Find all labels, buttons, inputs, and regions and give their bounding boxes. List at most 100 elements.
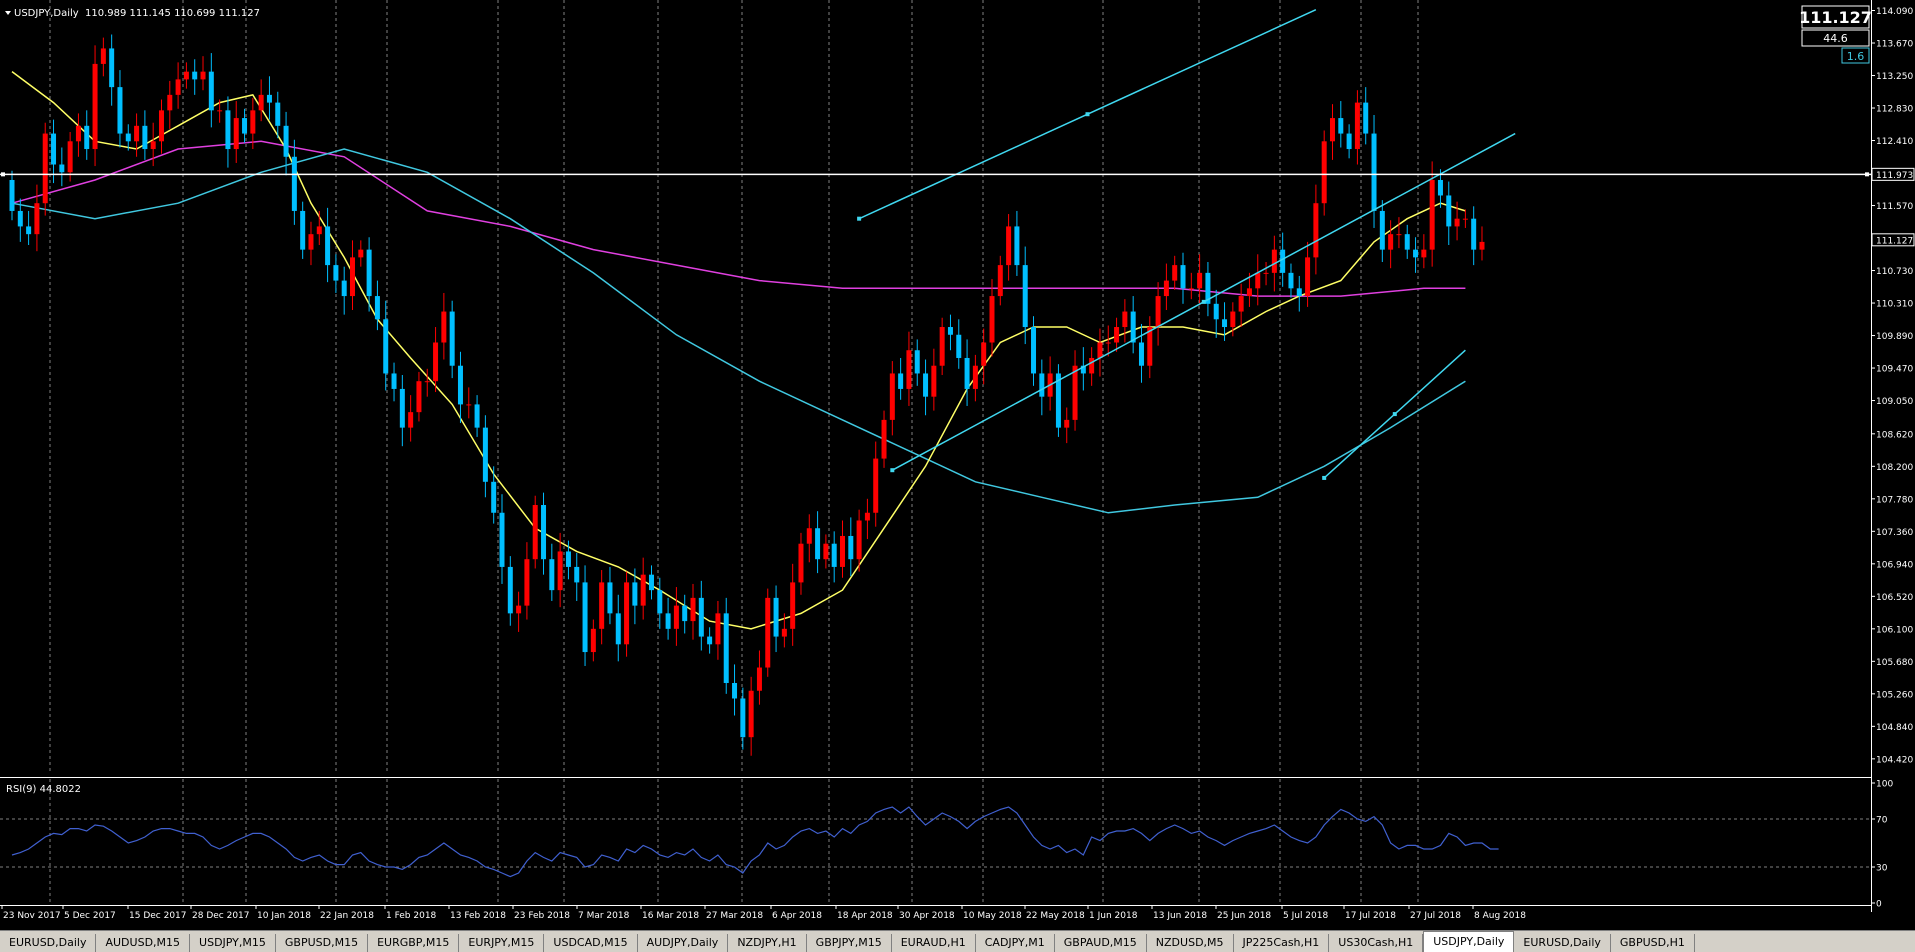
chart-tab-us30cash-h1[interactable]: US30Cash,H1 [1329,934,1424,952]
chart-tab-eurusd-daily[interactable]: EURUSD,Daily [1514,934,1611,952]
chart-tab-eurjpy-m15[interactable]: EURJPY,M15 [459,934,545,952]
candle-body [590,628,596,653]
spread-value: 44.6 [1823,32,1848,45]
rsi-line [11,806,1499,878]
chart-tab-eurusd-daily[interactable]: EURUSD,Daily [0,934,97,952]
price-tick-label: 104.420 [1876,755,1913,765]
candle-body [624,582,630,645]
price-tick-label: 105.260 [1876,690,1913,700]
trend-line-anchor[interactable] [857,216,862,221]
price-tick-label: 109.890 [1876,332,1913,342]
candle-body [541,505,547,560]
candle-body [325,226,331,266]
trend-line-midpoint[interactable] [1201,299,1206,304]
trend-line-midpoint[interactable] [1085,112,1090,117]
rsi-indicator: 100 70 30 0 [0,780,1893,910]
date-tick-label: 1 Feb 2018 [386,911,437,921]
chart-tab-audusd-m15[interactable]: AUDUSD,M15 [96,934,191,952]
candle-body [449,311,455,366]
candle-body [1097,342,1103,358]
candle-body [67,141,73,173]
chart-tab-eurgbp-m15[interactable]: EURGBP,M15 [368,934,460,952]
candle-body [1114,327,1120,343]
date-tick-label: 8 Aug 2018 [1474,911,1526,921]
price-tick-label: 106.100 [1876,625,1913,635]
candle-body [366,249,372,297]
candle-body [524,559,530,606]
price-tick-label: 108.620 [1876,430,1913,440]
candle-body [698,597,704,637]
candle-body [433,342,439,382]
candle-body [125,133,131,142]
trend-line-anchor[interactable] [890,468,895,473]
chart-tab-gbpusd-m15[interactable]: GBPUSD,M15 [276,934,369,952]
candle-body [690,597,696,622]
candle-body [756,667,762,691]
candle-body [466,404,472,406]
candle-body [1271,249,1277,273]
candle-body [1263,272,1269,274]
ma-slow-line [11,140,1466,297]
hline-anchor[interactable] [1,172,5,177]
chart-canvas[interactable]: 114.090 113.670 113.250 112.830 112.410 111.9… [0,0,1915,930]
candle-body [1180,265,1186,289]
candle-body [158,110,164,142]
candle-body [175,79,181,95]
chart-tab-jp225cash-h1[interactable]: JP225Cash,H1 [1234,934,1330,952]
candle-body [790,582,796,629]
chart-tab-audjpy-daily[interactable]: AUDJPY,Daily [638,934,729,952]
candle-body [1089,357,1095,374]
candle-body [557,551,563,591]
candle-body [1188,288,1194,290]
chart-tab-gbpusd-h1[interactable]: GBPUSD,H1 [1611,934,1695,952]
chart-header: USDJPY,Daily 110.989 111.145 110.699 111… [5,8,260,19]
candle-body [200,71,206,80]
candle-body [408,412,414,428]
chart-tab-nzdjpy-h1[interactable]: NZDJPY,H1 [728,934,807,952]
small-indicator-value: 1.6 [1847,50,1865,63]
candle-body [532,505,538,560]
candle-body [1296,288,1302,297]
candle-body [516,605,522,614]
trend-line-midpoint[interactable] [1392,412,1397,417]
candle-body [632,582,638,606]
candle-body [457,365,463,405]
candle-body [1246,288,1252,297]
date-tick-label: 28 Dec 2017 [192,911,250,921]
candle-body [84,125,90,150]
candle-body [1446,195,1452,227]
trend-channel-lines[interactable] [857,9,1516,480]
candle-body [1006,226,1012,266]
candle-body [250,110,256,134]
candle-body [1197,272,1203,289]
candle-body [815,528,821,560]
candle-body [1321,141,1327,204]
candle-body [1354,102,1360,150]
candle-body [1130,311,1136,343]
chart-tab-gbpaud-m15[interactable]: GBPAUD,M15 [1055,934,1147,952]
candle-body [100,48,106,64]
chart-tab-usdjpy-m15[interactable]: USDJPY,M15 [190,934,276,952]
candle-body [1329,118,1335,142]
trend-line-anchor[interactable] [1322,475,1327,480]
date-tick-label: 7 Mar 2018 [578,911,630,921]
candle-body [1255,272,1261,289]
chart-menu-arrow-icon[interactable] [5,11,11,15]
hline-anchor[interactable] [1865,172,1869,177]
chart-tab-euraud-h1[interactable]: EURAUD,H1 [892,934,976,952]
chart-tab-cadjpy-m1[interactable]: CADJPY,M1 [976,934,1055,952]
chart-tab-usdcad-m15[interactable]: USDCAD,M15 [544,934,638,952]
candle-body [673,605,679,629]
chart-tab-usdjpy-daily[interactable]: USDJPY,Daily [1423,931,1515,952]
candle-body [291,156,297,211]
chart-tab-gbpjpy-m15[interactable]: GBPJPY,M15 [807,934,892,952]
price-tick-label: 112.410 [1876,137,1913,147]
candle-body [1338,118,1344,134]
price-tick-label: 112.830 [1876,105,1913,115]
candle-body [881,419,887,459]
price-info-box: 111.127 44.6 1.6 [1799,5,1872,64]
horizontal-line[interactable] [0,172,1871,177]
chart-tab-nzdusd-m5[interactable]: NZDUSD,M5 [1147,934,1234,952]
candle-body [740,698,746,738]
